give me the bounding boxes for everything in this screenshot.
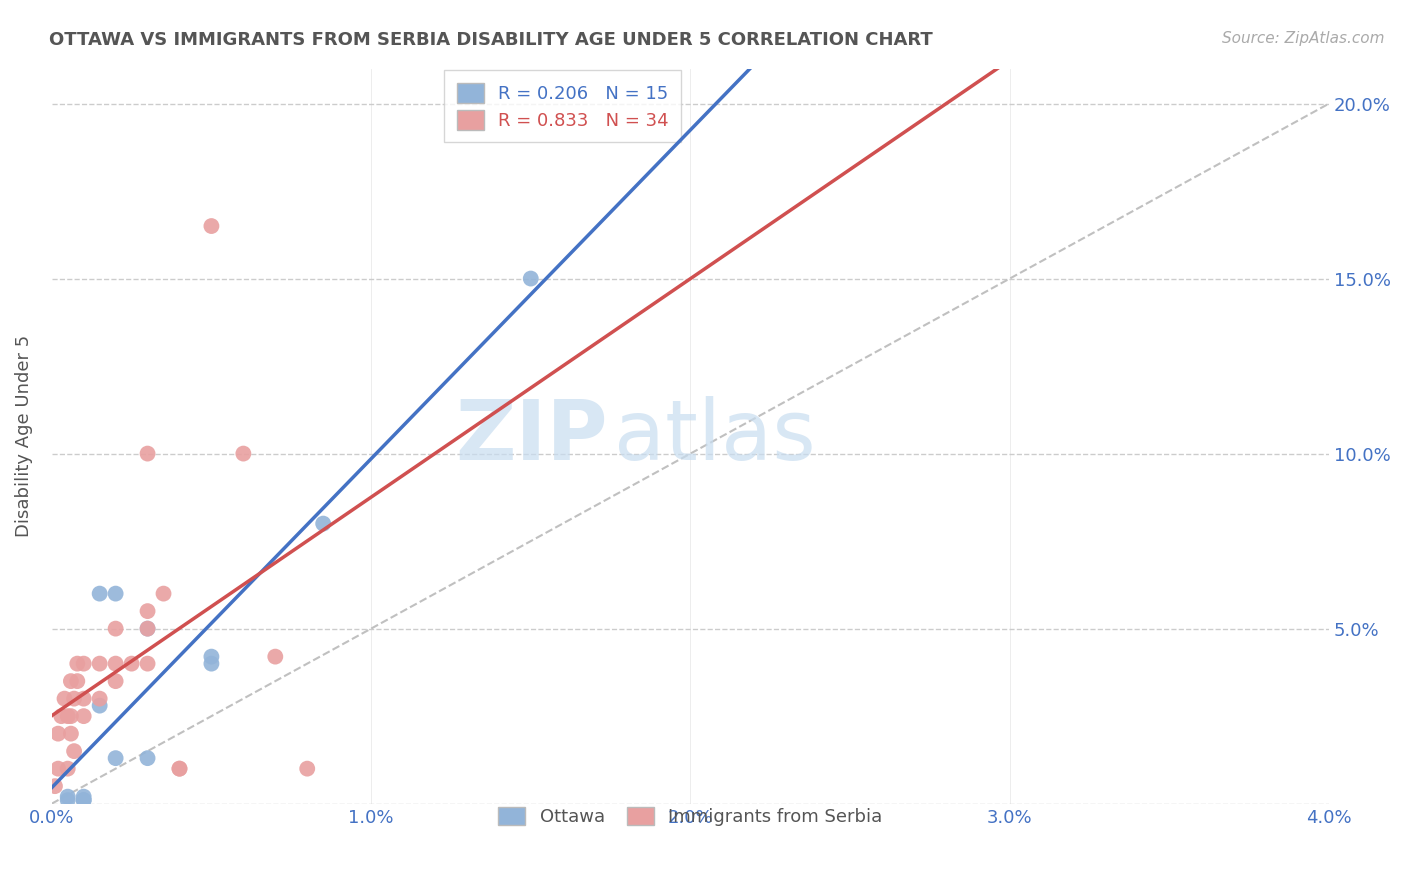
Point: [66, 674, 89, 689]
Text: atlas: atlas: [614, 395, 815, 476]
Point: [73, 793, 96, 807]
Point: [59, 709, 82, 723]
Point: [136, 751, 159, 765]
Point: [200, 219, 222, 233]
Point: [66, 657, 89, 671]
Point: [136, 447, 159, 461]
Point: [200, 657, 222, 671]
Point: [104, 586, 127, 600]
Y-axis label: Disability Age Under 5: Disability Age Under 5: [15, 335, 32, 537]
Point: [169, 762, 191, 776]
Point: [73, 793, 96, 807]
Point: [104, 657, 127, 671]
Point: [264, 649, 287, 664]
Point: [136, 657, 159, 671]
Point: [136, 622, 159, 636]
Point: [152, 586, 174, 600]
Text: Source: ZipAtlas.com: Source: ZipAtlas.com: [1222, 31, 1385, 46]
Point: [136, 604, 159, 618]
Point: [104, 751, 127, 765]
Text: OTTAWA VS IMMIGRANTS FROM SERBIA DISABILITY AGE UNDER 5 CORRELATION CHART: OTTAWA VS IMMIGRANTS FROM SERBIA DISABIL…: [49, 31, 934, 49]
Text: ZIP: ZIP: [456, 395, 607, 476]
Point: [73, 691, 96, 706]
Point: [56, 793, 79, 807]
Point: [59, 674, 82, 689]
Point: [104, 622, 127, 636]
Point: [169, 762, 191, 776]
Point: [46, 726, 69, 740]
Point: [53, 691, 76, 706]
Point: [121, 657, 143, 671]
Point: [56, 709, 79, 723]
Point: [89, 657, 111, 671]
Point: [104, 674, 127, 689]
Point: [520, 271, 543, 285]
Point: [46, 762, 69, 776]
Point: [89, 698, 111, 713]
Legend: Ottawa, Immigrants from Serbia: Ottawa, Immigrants from Serbia: [489, 797, 891, 835]
Point: [59, 726, 82, 740]
Point: [200, 649, 222, 664]
Point: [51, 709, 73, 723]
Point: [232, 447, 254, 461]
Point: [63, 691, 86, 706]
Point: [89, 586, 111, 600]
Point: [56, 762, 79, 776]
Point: [89, 691, 111, 706]
Point: [56, 789, 79, 804]
Point: [73, 657, 96, 671]
Point: [73, 709, 96, 723]
Point: [73, 789, 96, 804]
Point: [136, 622, 159, 636]
Point: [44, 779, 66, 793]
Point: [312, 516, 335, 531]
Point: [297, 762, 319, 776]
Point: [63, 744, 86, 758]
